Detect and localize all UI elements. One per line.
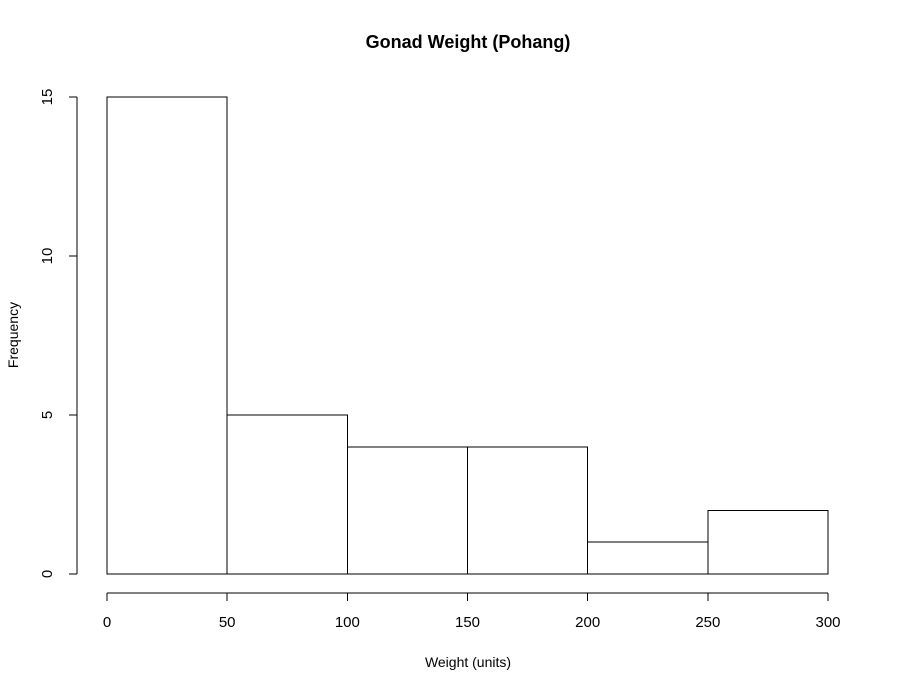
histogram-bar-5: [707, 509, 829, 575]
y-axis-label: Frequency: [5, 302, 21, 368]
x-tick-label-5: 250: [695, 614, 720, 631]
y-tick-label-1: 5: [39, 411, 56, 419]
histogram-bar-3: [467, 446, 589, 575]
chart-title: Gonad Weight (Pohang): [366, 32, 571, 52]
histogram-bar-0: [106, 96, 228, 575]
y-axis: 0 5 10 15: [39, 89, 78, 578]
x-tick-label-0: 0: [103, 614, 111, 631]
x-tick-label-3: 150: [455, 614, 480, 631]
histogram-bar-1: [226, 414, 348, 575]
y-tick-label-0: 0: [39, 570, 56, 578]
x-tick-label-1: 50: [219, 614, 236, 631]
histogram-bars: [106, 96, 829, 575]
x-axis-label: Weight (units): [425, 654, 511, 670]
y-tick-label-3: 15: [39, 89, 56, 106]
x-tick-label-2: 100: [335, 614, 360, 631]
x-axis: 0 50 100 150 200 250 300: [103, 592, 841, 631]
histogram-bar-2: [346, 446, 469, 575]
histogram-bar-4: [587, 541, 709, 575]
y-tick-label-2: 10: [39, 248, 56, 265]
x-tick-label-4: 200: [575, 614, 600, 631]
x-tick-label-6: 300: [815, 614, 840, 631]
